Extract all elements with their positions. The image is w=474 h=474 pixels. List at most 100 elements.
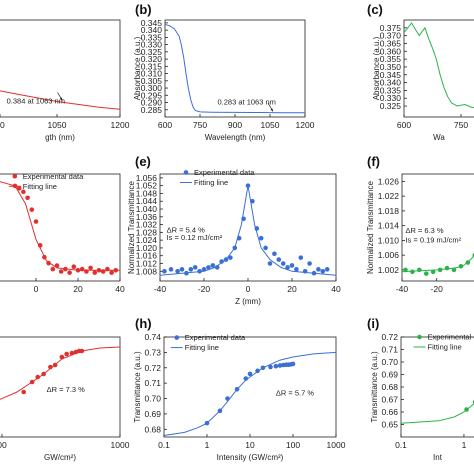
data-point xyxy=(444,265,450,271)
legend-label: Experimental data xyxy=(23,172,84,181)
legend-marker xyxy=(174,335,180,340)
data-point xyxy=(247,371,253,377)
y-tick-label: 1.048 xyxy=(136,188,158,198)
plot-area xyxy=(160,183,336,276)
y-tick-label: 1.006 xyxy=(378,250,400,260)
x-tick-label: 1200 xyxy=(111,120,130,130)
data-point xyxy=(109,270,114,275)
data-point xyxy=(417,267,422,273)
x-tick-label: 600 xyxy=(158,120,172,130)
data-point xyxy=(25,195,30,201)
annotation: Is = 0.12 mJ/cm² xyxy=(167,233,223,242)
x-tick-label: 0 xyxy=(246,284,251,294)
plot-area xyxy=(164,351,336,436)
axes-frame xyxy=(401,173,474,282)
y-tick-label: 1.022 xyxy=(378,191,400,201)
data-point xyxy=(320,268,326,274)
panel-c: (c)600 7500.3250.3300.3350.3400.3450.3500… xyxy=(367,2,474,142)
y-tick-label: 0.340 xyxy=(141,25,163,35)
panel-g: (g)001000GW/cm²)ΔR = 7.3 % xyxy=(0,336,130,462)
series-line xyxy=(165,23,305,114)
x-tick-label: -20 xyxy=(198,284,211,294)
y-tick-label: 0.285 xyxy=(141,105,163,115)
x-axis-label: gth (nm) xyxy=(45,133,75,142)
y-tick-label: 0.67 xyxy=(381,395,398,405)
y-axis-label: Transmittance (a.u.) xyxy=(133,351,142,423)
y-tick-label: 0.300 xyxy=(141,83,163,93)
panel-b: (b) 600 750 900 1050 1200 0.2850.2900.2950.300… xyxy=(133,2,315,142)
y-axis-label: Absorbance (a.u.) xyxy=(133,36,142,100)
x-tick-label: 40 xyxy=(331,284,341,294)
data-point xyxy=(290,361,296,367)
y-tick-label: 0.71 xyxy=(144,378,161,388)
y-tick-label: 1.026 xyxy=(378,176,400,186)
y-tick-label: 0.330 xyxy=(141,40,163,50)
data-point xyxy=(267,261,273,266)
axes-frame xyxy=(400,336,474,438)
panel-label: (c) xyxy=(367,2,383,17)
legend-label: Experimental data xyxy=(185,333,246,342)
plot-area xyxy=(402,253,474,276)
annotation: Is = 0.19 mJ/cm² xyxy=(405,235,461,244)
x-tick-label: 1 xyxy=(205,440,210,450)
y-tick-label: 1.024 xyxy=(136,235,158,245)
series-line xyxy=(404,22,474,109)
data-point xyxy=(33,219,39,224)
y-tick-label: 0.345 xyxy=(380,70,402,80)
annotation: ΔR = 5.7 % xyxy=(276,388,314,397)
panel-a: (a)0010501200gth (nm)0.384 at 1063 nm xyxy=(0,19,130,142)
x-tick-label: 10 xyxy=(245,440,255,450)
y-axis-label: Transmittance (a.u.) xyxy=(370,351,379,423)
series-line xyxy=(401,402,474,424)
data-point xyxy=(64,351,69,357)
x-tick-label: 0.1 xyxy=(395,440,407,450)
x-tick-label: 900 xyxy=(228,120,242,130)
y-tick-label: 0.72 xyxy=(144,363,161,373)
x-tick-label: 0 xyxy=(0,284,1,294)
data-point xyxy=(285,265,290,270)
x-tick-label: 750 xyxy=(193,120,207,130)
y-tick-label: 0.68 xyxy=(144,424,161,434)
axes-frame xyxy=(0,173,121,282)
plot-area xyxy=(0,90,120,110)
series-line xyxy=(0,346,120,400)
y-tick-label: 0.72 xyxy=(381,332,398,342)
y-tick-label: 1.032 xyxy=(136,220,158,230)
data-point xyxy=(258,235,264,241)
y-axis-label: Absorbance (a.u.) xyxy=(372,36,381,100)
x-tick-label: 00 xyxy=(0,440,7,450)
plot-area xyxy=(401,399,474,424)
y-tick-label: 0.69 xyxy=(144,409,161,419)
data-point xyxy=(88,265,93,271)
data-point xyxy=(168,267,174,272)
y-axis-label: Normalized Transmittance xyxy=(127,180,136,273)
data-point xyxy=(210,263,216,268)
data-point xyxy=(188,267,194,272)
y-tick-label: 0.315 xyxy=(141,61,163,71)
x-tick-label: 00 xyxy=(0,120,5,130)
data-point xyxy=(219,259,224,264)
y-tick-label: 1.020 xyxy=(136,243,158,253)
panel-label: (e) xyxy=(135,154,151,169)
panel-label: (f) xyxy=(367,154,380,169)
x-tick-label: 1200 xyxy=(296,120,315,130)
y-tick-label: 0.340 xyxy=(380,78,402,88)
data-point xyxy=(277,363,283,368)
y-tick-label: 1.040 xyxy=(136,204,158,214)
x-axis-label: Z (mm) xyxy=(235,297,261,306)
y-tick-label: 0.360 xyxy=(380,46,402,56)
y-tick-label: 1.008 xyxy=(136,266,158,276)
x-tick-label: 0 xyxy=(34,284,39,294)
data-point xyxy=(294,267,299,272)
y-tick-label: 1.052 xyxy=(136,181,158,191)
data-point xyxy=(192,265,198,270)
x-axis-label: Int xyxy=(433,453,443,462)
series-line xyxy=(160,185,336,276)
annotation: 0.283 at 1063 nm xyxy=(218,98,276,107)
y-tick-label: 0.65 xyxy=(381,420,398,430)
data-point xyxy=(280,261,286,266)
y-tick-label: 0.69 xyxy=(381,370,398,380)
data-point xyxy=(71,264,77,270)
y-tick-label: 1.014 xyxy=(378,221,400,231)
